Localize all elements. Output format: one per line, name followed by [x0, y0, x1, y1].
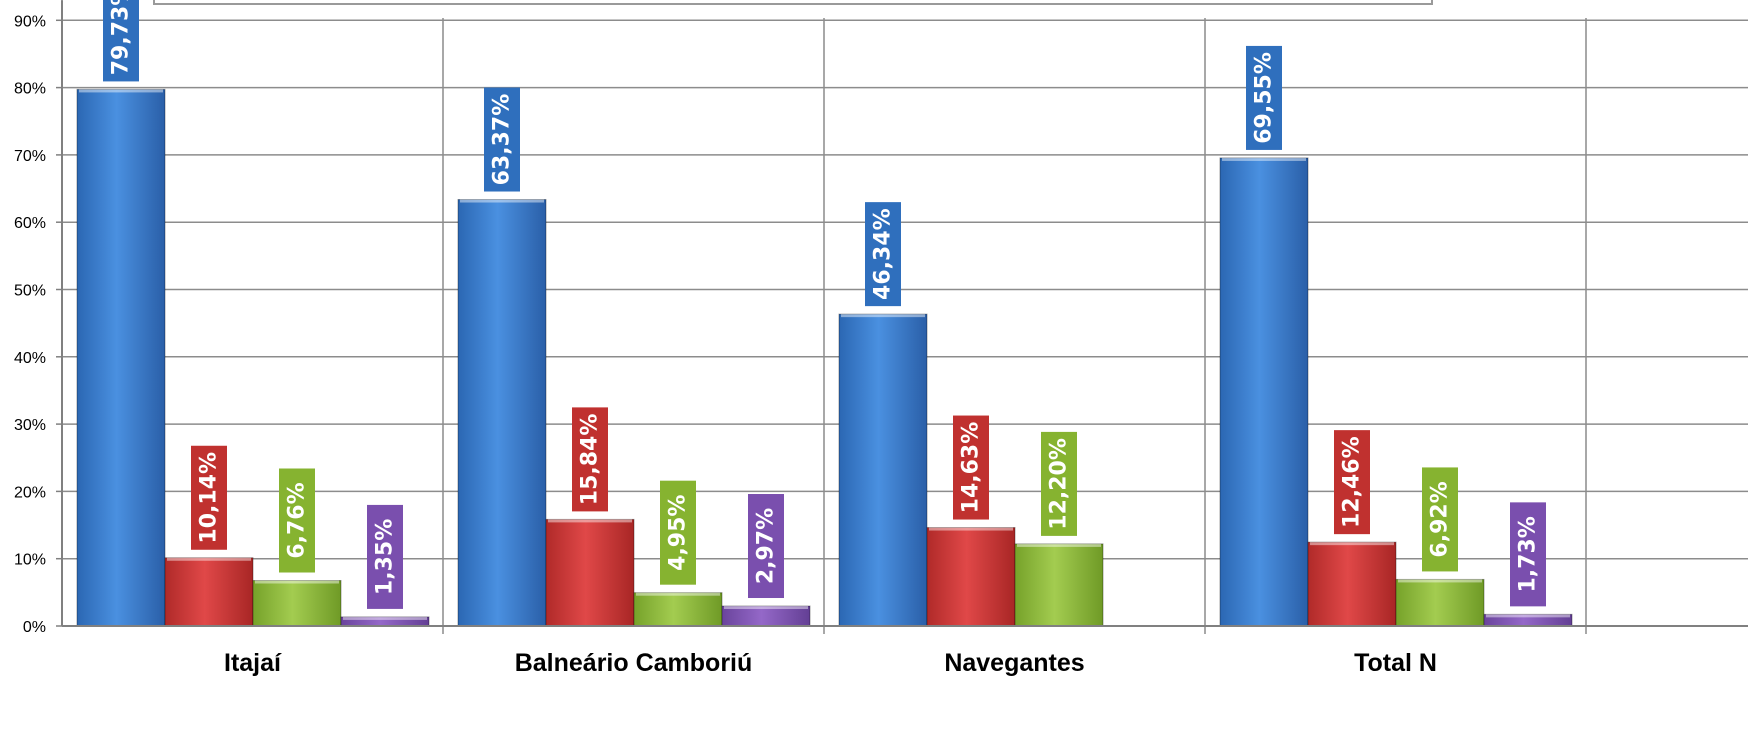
y-tick-label: 80%: [14, 81, 46, 98]
data-label-box: [191, 445, 227, 550]
bar-highlight: [636, 592, 720, 596]
bar-highlight: [343, 616, 427, 620]
bar: [76, 88, 166, 627]
bar-highlight: [1486, 614, 1570, 618]
data-label: 4,95%: [666, 495, 691, 571]
data-label-box: [660, 480, 696, 585]
bar-highlight: [79, 89, 163, 93]
data-label-box: [865, 202, 901, 307]
y-tick-label: 30%: [14, 417, 46, 434]
data-label: 10,14%: [197, 452, 222, 544]
y-tick-label: 0%: [23, 619, 46, 636]
category-label: Total N: [1354, 649, 1437, 677]
bar: [1219, 157, 1309, 627]
bar-highlight: [1398, 579, 1482, 583]
category-label: Balneário Camboriú: [515, 649, 753, 677]
data-label-box: [1041, 431, 1077, 536]
bar: [252, 580, 342, 627]
y-tick-label: 10%: [14, 552, 46, 569]
y-tick-label: 70%: [14, 148, 46, 165]
data-label-box: [1422, 467, 1458, 572]
bar-highlight: [1310, 542, 1394, 546]
data-label: 46,34%: [871, 208, 896, 300]
y-tick-label: 50%: [14, 283, 46, 300]
bar: [633, 592, 723, 627]
data-label: 79,73%: [109, 0, 134, 75]
bar: [1014, 543, 1104, 627]
category-label: Itajaí: [224, 649, 282, 677]
data-label: 14,63%: [959, 422, 984, 514]
data-label: 6,76%: [285, 482, 310, 558]
data-label: 15,84%: [578, 414, 603, 506]
bar: [457, 199, 547, 627]
bar-highlight: [548, 519, 632, 523]
data-label-box: [484, 87, 520, 192]
data-label-box: [953, 415, 989, 520]
bar-highlight: [841, 314, 925, 318]
y-tick-label: 40%: [14, 350, 46, 367]
category-label: Navegantes: [944, 649, 1084, 677]
data-label-box: [748, 494, 784, 599]
data-label-box: [1334, 430, 1370, 535]
data-label: 63,37%: [490, 94, 515, 186]
bar: [164, 557, 254, 627]
data-label-box: [279, 468, 315, 573]
data-label-box: [572, 407, 608, 512]
data-label-box: [1510, 502, 1546, 607]
gridlines: [61, 0, 1748, 634]
bars: [76, 88, 1573, 627]
data-label: 69,55%: [1252, 52, 1277, 144]
data-labels: 79,73% 63,37% 46,34% 69,55% 10,14% 15,84% 14,6…: [103, 0, 1546, 609]
bar: [838, 313, 928, 627]
bar: [1395, 578, 1485, 627]
bar-highlight: [460, 199, 544, 203]
data-label: 1,73%: [1516, 516, 1541, 592]
y-tick-label: 90%: [14, 13, 46, 30]
y-axis-ticks: 0% 10% 20% 30% 40% 50% 60% 70% 80% 90%: [14, 13, 62, 636]
bar-highlight: [167, 557, 251, 561]
data-label: 12,46%: [1340, 436, 1365, 528]
category-labels: Itajaí Balneário Camboriú Navegantes Total …: [224, 649, 1437, 677]
bar-highlight: [1017, 543, 1101, 547]
legend-frame-edge: [153, 0, 1433, 5]
data-label-box: [367, 504, 403, 609]
data-label: 1,35%: [373, 519, 398, 595]
bar-highlight: [929, 527, 1013, 531]
data-label: 2,97%: [754, 508, 779, 584]
bar-highlight: [724, 606, 808, 610]
y-tick-label: 20%: [14, 484, 46, 501]
data-label: 12,20%: [1047, 438, 1072, 530]
data-label: 6,92%: [1428, 481, 1453, 557]
bar: [1307, 541, 1397, 627]
bar-highlight: [255, 580, 339, 584]
y-tick-label: 60%: [14, 215, 46, 232]
bar: [545, 518, 635, 627]
data-label-box: [103, 0, 139, 82]
data-label-box: [1246, 45, 1282, 150]
bar-highlight: [1222, 157, 1306, 161]
bar: [926, 527, 1016, 627]
